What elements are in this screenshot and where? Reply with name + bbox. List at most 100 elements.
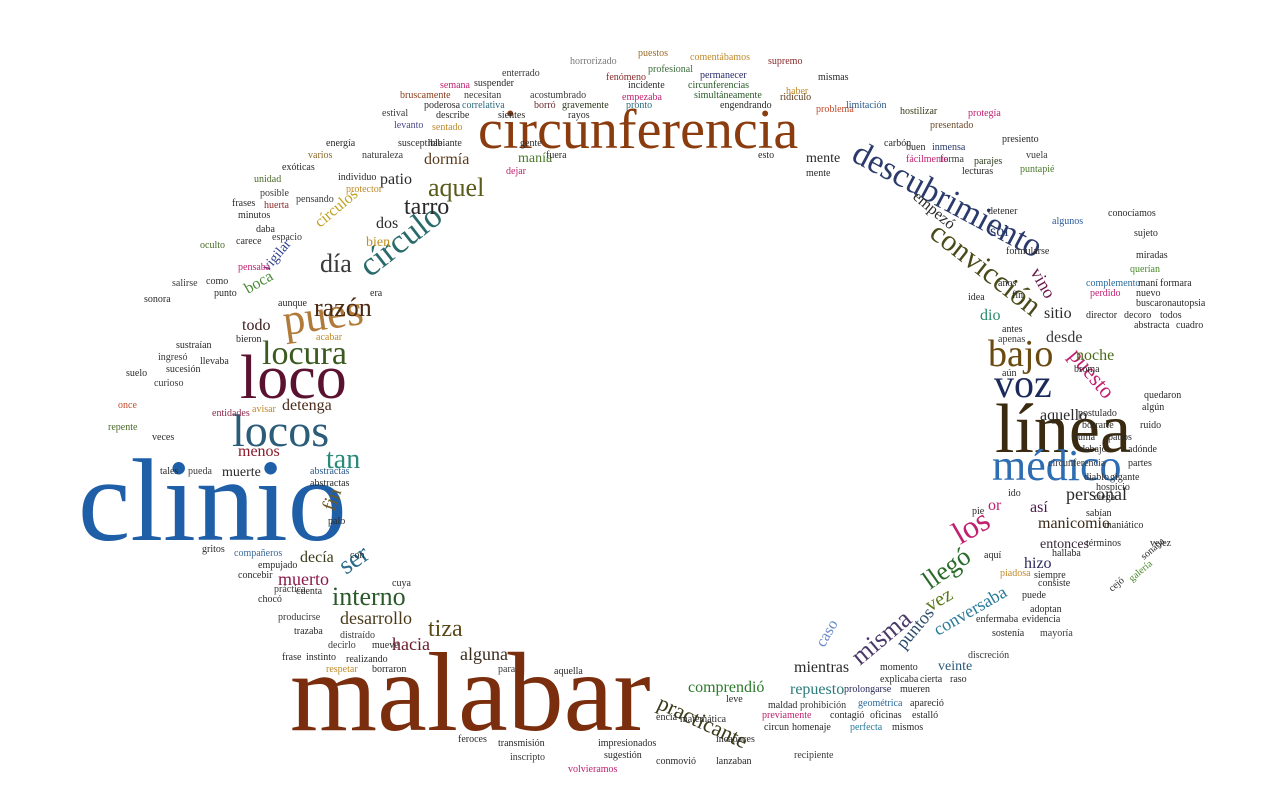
- cloud-word: previamente: [762, 710, 812, 721]
- cloud-word: sostenía: [992, 628, 1025, 639]
- cloud-word: patios: [1108, 432, 1132, 443]
- cloud-word: términos: [1086, 538, 1121, 549]
- cloud-word: detenga: [282, 397, 332, 414]
- cloud-word: unidad: [254, 174, 281, 185]
- cloud-word: práctica: [274, 584, 306, 595]
- cloud-word: estalló: [912, 710, 938, 721]
- cloud-word: levanto: [394, 120, 423, 131]
- cloud-word: broma: [1074, 364, 1100, 375]
- cloud-word: entonces: [1040, 537, 1089, 552]
- cloud-word: era: [370, 288, 383, 299]
- cloud-word: dos: [376, 215, 398, 232]
- cloud-word: empujado: [258, 560, 297, 571]
- cloud-word: detener: [988, 206, 1018, 217]
- cloud-word: discreción: [968, 650, 1009, 661]
- cloud-word: enterrado: [502, 68, 540, 79]
- cloud-word: susceptible: [398, 138, 443, 149]
- cloud-word: horrorizado: [570, 56, 617, 67]
- cloud-word: loco: [240, 344, 347, 412]
- cloud-word: piadosa: [1000, 568, 1031, 579]
- cloud-word: transmisión: [498, 738, 545, 749]
- cloud-word: incidente: [628, 80, 665, 91]
- cloud-word: circunferencia: [1048, 458, 1106, 469]
- cloud-word: todo: [242, 317, 270, 334]
- cloud-word: diablo: [1084, 472, 1109, 483]
- cloud-word: tan: [326, 444, 360, 475]
- cloud-word: cuya: [392, 578, 411, 589]
- cloud-word: explicaba: [880, 674, 919, 685]
- cloud-word: instinto: [306, 652, 336, 663]
- cloud-word: circun: [764, 722, 789, 733]
- cloud-word: empezaba: [622, 92, 663, 103]
- cloud-word: avisar: [252, 404, 277, 415]
- cloud-word: pensaba: [238, 262, 271, 273]
- cloud-word: gigante: [1110, 472, 1140, 483]
- cloud-word: voz: [994, 361, 1052, 406]
- cloud-word: posible: [260, 188, 289, 199]
- cloud-word: abstractas: [310, 466, 350, 477]
- cloud-word: manicomio: [1038, 515, 1110, 532]
- cloud-word: enfermaba: [976, 614, 1019, 625]
- cloud-word: muerte: [222, 465, 261, 480]
- cloud-word: perdido: [1090, 288, 1121, 299]
- cloud-word: fuera: [546, 150, 567, 161]
- cloud-word: habiante: [428, 138, 462, 149]
- cloud-word: haber: [786, 86, 809, 97]
- cloud-word: profesional: [648, 64, 693, 75]
- cloud-word: geométrica: [858, 698, 903, 709]
- cloud-word: simultáneamente: [694, 90, 762, 101]
- cloud-word: llevaba: [200, 356, 229, 367]
- cloud-word: bieron: [236, 334, 262, 345]
- cloud-word: aquel: [428, 173, 484, 202]
- cloud-word: mueren: [900, 684, 930, 695]
- cloud-word: forma: [940, 154, 964, 165]
- cloud-word: borró: [534, 100, 556, 111]
- cloud-word: supremo: [768, 56, 802, 67]
- cloud-word: protector: [346, 184, 383, 195]
- cloud-word: partes: [1128, 458, 1152, 469]
- cloud-word: sucesión: [166, 364, 200, 375]
- cloud-word: pronto: [626, 100, 652, 111]
- cloud-word: consiste: [1038, 578, 1071, 589]
- cloud-word: ido: [1008, 488, 1021, 499]
- cloud-word: prolongarse: [844, 684, 892, 695]
- cloud-word: bajo: [988, 333, 1053, 375]
- cloud-word: director: [1086, 310, 1118, 321]
- cloud-word: abstracta: [1134, 320, 1170, 331]
- cloud-word: gritos: [202, 544, 225, 555]
- cloud-word: aquella: [554, 666, 583, 677]
- cloud-word: compañeros: [234, 548, 282, 559]
- cloud-word: mente: [806, 168, 831, 179]
- cloud-word: personal: [1066, 484, 1127, 504]
- cloud-word: puntapié: [1020, 164, 1055, 175]
- cloud-word: espacio: [272, 232, 302, 243]
- cloud-word: alguna: [460, 644, 508, 664]
- cloud-word: dio: [980, 307, 1000, 324]
- cloud-word: problema: [816, 104, 854, 115]
- cloud-word: once: [118, 400, 137, 411]
- cloud-word: aunque: [278, 298, 307, 309]
- cloud-word: ridículo: [780, 92, 811, 103]
- cloud-word: exóticas: [282, 162, 315, 173]
- cloud-word: menos: [238, 443, 280, 460]
- cloud-word: médico: [992, 441, 1122, 490]
- cloud-word: todos: [1160, 310, 1182, 321]
- cloud-word: evidencia: [1022, 614, 1061, 625]
- cloud-word: hacia: [392, 634, 430, 654]
- cloud-word: sujeto: [1134, 228, 1158, 239]
- cloud-word: raso: [950, 674, 967, 685]
- cloud-word: suma: [1074, 432, 1096, 443]
- cloud-word: sabían: [1086, 508, 1112, 519]
- cloud-word: energía: [326, 138, 356, 149]
- cloud-word: así: [1030, 499, 1048, 516]
- cloud-word: como: [206, 276, 228, 287]
- cloud-word: dormía: [424, 151, 469, 168]
- cloud-word: desde: [1046, 329, 1082, 346]
- cloud-word: incapaces: [716, 734, 755, 745]
- cloud-word: curioso: [154, 378, 183, 389]
- cloud-word: describe: [436, 110, 470, 121]
- cloud-word: necesitan: [464, 90, 501, 101]
- cloud-word: suspender: [474, 78, 515, 89]
- cloud-word: suelo: [126, 368, 147, 379]
- cloud-word: malabar: [290, 631, 651, 755]
